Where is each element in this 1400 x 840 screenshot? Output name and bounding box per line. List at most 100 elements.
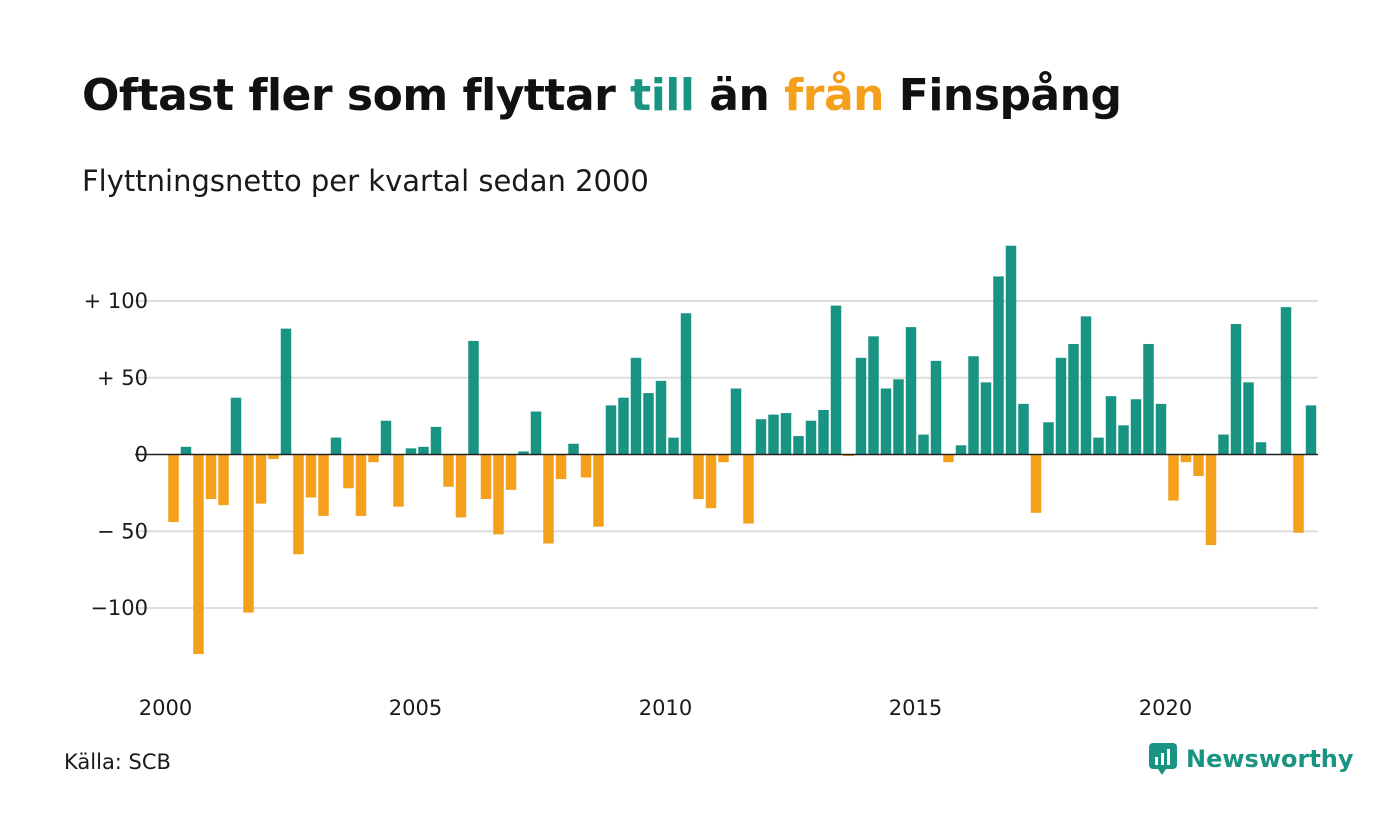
bar bbox=[880, 388, 892, 455]
bar bbox=[643, 393, 654, 455]
bar bbox=[580, 454, 592, 478]
bar bbox=[1305, 405, 1317, 455]
bar bbox=[218, 454, 229, 506]
bar bbox=[593, 454, 604, 527]
bar bbox=[693, 454, 704, 500]
bar bbox=[655, 380, 667, 455]
bar bbox=[255, 454, 267, 504]
bar bbox=[180, 446, 192, 455]
bar bbox=[818, 409, 829, 455]
chart-title: Oftast fler som flyttar till än från Fin… bbox=[82, 70, 1122, 121]
bar bbox=[905, 327, 917, 455]
bar bbox=[518, 451, 529, 455]
bar bbox=[630, 357, 642, 455]
bar bbox=[1105, 396, 1117, 455]
bar bbox=[330, 437, 342, 455]
bar bbox=[968, 356, 979, 455]
y-tick-label: −100 bbox=[90, 596, 148, 620]
bar bbox=[843, 454, 854, 457]
bar bbox=[1255, 442, 1267, 455]
bar bbox=[193, 454, 204, 655]
bar bbox=[468, 340, 479, 455]
bar bbox=[305, 454, 317, 498]
title-middle: än bbox=[694, 70, 785, 121]
bar bbox=[743, 454, 754, 524]
bar bbox=[855, 357, 867, 455]
bar bbox=[543, 454, 554, 544]
chart-subtitle: Flyttningsnetto per kvartal sedan 2000 bbox=[82, 164, 649, 198]
bar bbox=[805, 420, 817, 455]
bar bbox=[168, 454, 179, 523]
bar bbox=[530, 411, 542, 455]
bar bbox=[1168, 454, 1179, 501]
bar bbox=[1230, 324, 1242, 455]
bar-chart: + 100+ 500− 50−100 2000 2005 2010 2015 2020 bbox=[84, 245, 1318, 720]
newsworthy-logo-icon bbox=[1149, 743, 1177, 775]
title-negative-word: från bbox=[784, 70, 884, 121]
bar bbox=[1130, 399, 1142, 455]
title-prefix: Oftast fler som flyttar bbox=[82, 70, 631, 121]
bar bbox=[230, 397, 242, 455]
y-tick-label: + 50 bbox=[97, 366, 148, 390]
bar bbox=[705, 454, 717, 509]
brand-logo[interactable]: Newsworthy bbox=[1148, 742, 1354, 776]
bar bbox=[755, 419, 767, 455]
bar bbox=[368, 454, 379, 463]
y-axis-tick-labels: + 100+ 500− 50−100 bbox=[84, 289, 148, 620]
x-tick-label: 2010 bbox=[639, 696, 692, 720]
title-positive-word: till bbox=[630, 70, 695, 121]
bar bbox=[1205, 454, 1217, 546]
bar bbox=[1180, 454, 1192, 463]
y-tick-label: − 50 bbox=[97, 519, 148, 543]
bar bbox=[280, 328, 292, 455]
grid-lines bbox=[135, 300, 1318, 609]
bar bbox=[780, 413, 792, 455]
bar bbox=[418, 446, 429, 455]
bar bbox=[1068, 343, 1079, 455]
bar bbox=[1243, 382, 1254, 455]
bar bbox=[568, 443, 579, 455]
bar bbox=[718, 454, 729, 463]
bar bbox=[268, 454, 279, 460]
bar bbox=[443, 454, 454, 487]
bar bbox=[1118, 425, 1129, 455]
x-tick-label: 2015 bbox=[889, 696, 942, 720]
bar bbox=[993, 276, 1004, 455]
bar bbox=[243, 454, 254, 613]
x-axis-tick-labels: 2000 2005 2010 2015 2020 bbox=[139, 696, 1192, 720]
bar bbox=[1155, 403, 1167, 455]
bar bbox=[980, 382, 992, 455]
bar bbox=[1193, 454, 1204, 476]
bar bbox=[1005, 245, 1017, 455]
title-suffix: Finspång bbox=[883, 70, 1122, 121]
bar bbox=[380, 420, 392, 455]
bar bbox=[893, 379, 904, 455]
bar bbox=[430, 426, 442, 455]
bar bbox=[505, 454, 517, 490]
x-tick-label: 2020 bbox=[1139, 696, 1192, 720]
x-tick-label: 2005 bbox=[389, 696, 442, 720]
bar bbox=[1055, 357, 1067, 455]
bar bbox=[355, 454, 367, 516]
bar bbox=[730, 388, 742, 455]
bar bbox=[768, 414, 779, 455]
bar bbox=[605, 405, 617, 455]
bar bbox=[493, 454, 504, 535]
bar bbox=[343, 454, 354, 489]
bar bbox=[405, 448, 417, 455]
source-note: Källa: SCB bbox=[64, 750, 171, 774]
bar bbox=[930, 360, 942, 455]
bar bbox=[1093, 437, 1104, 455]
bar bbox=[943, 454, 954, 463]
bar bbox=[680, 313, 692, 455]
bar bbox=[1143, 343, 1154, 455]
bars bbox=[168, 245, 1317, 655]
bar bbox=[293, 454, 304, 555]
bar bbox=[1280, 307, 1292, 455]
bar bbox=[668, 437, 679, 455]
bar bbox=[793, 436, 804, 455]
bar bbox=[1218, 434, 1229, 455]
y-tick-label: + 100 bbox=[84, 289, 148, 313]
bar bbox=[955, 445, 967, 455]
bar bbox=[1293, 454, 1304, 533]
